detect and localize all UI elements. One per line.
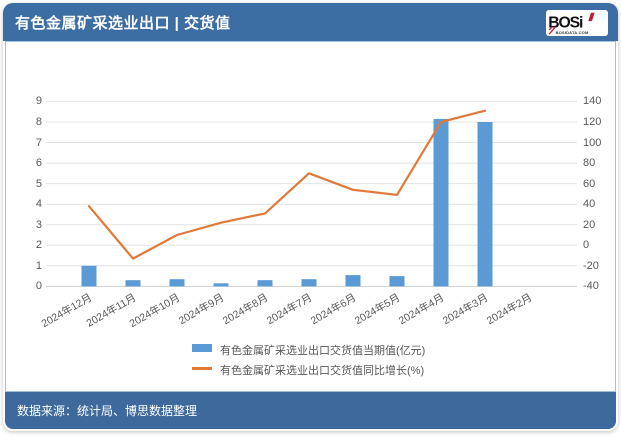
- svg-text:BOSIDATA.COM: BOSIDATA.COM: [556, 30, 589, 35]
